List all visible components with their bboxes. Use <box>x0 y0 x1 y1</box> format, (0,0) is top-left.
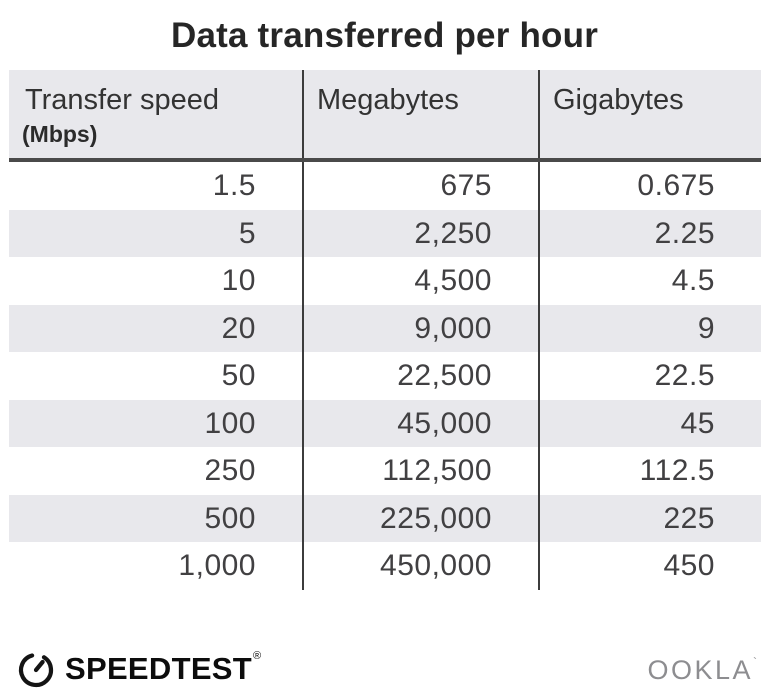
speedtest-logo: SPEEDTEST ® <box>14 647 261 691</box>
speedtest-gauge-icon <box>18 653 54 688</box>
cell-gigabytes: 45 <box>538 399 761 447</box>
ookla-wordmark: OOKLA <box>647 655 753 685</box>
table-row: 500 225,000 225 <box>9 494 761 542</box>
header-gigabytes: Gigabytes <box>538 70 761 158</box>
table-row: 10 4,500 4.5 <box>9 257 761 305</box>
cell-megabytes: 112,500 <box>302 447 538 495</box>
table-row: 20 9,000 9 <box>9 304 761 352</box>
cell-megabytes: 9,000 <box>302 304 538 352</box>
cell-speed: 5 <box>238 216 256 250</box>
table-row: 1.5 675 0.675 <box>9 162 761 210</box>
ookla-logo: OOKLA` <box>647 655 757 686</box>
cell-gigabytes: 0.675 <box>538 162 761 210</box>
cell-megabytes: 45,000 <box>302 399 538 447</box>
page-title: Data transferred per hour <box>170 16 599 55</box>
cell-speed: 10 <box>221 264 256 297</box>
cell-speed: 100 <box>204 406 256 440</box>
header-transfer-speed-unit: (Mbps) <box>22 121 98 147</box>
table-row: 250 112,500 112.5 <box>9 447 761 495</box>
cell-gigabytes: 9 <box>538 304 761 352</box>
cell-megabytes: 450,000 <box>302 542 538 590</box>
cell-megabytes: 225,000 <box>302 494 538 542</box>
table-body: 1.5 675 0.675 5 2,250 2.25 10 4,500 4.5 … <box>9 162 761 590</box>
speedtest-wordmark: SPEEDTEST <box>65 651 253 686</box>
cell-speed: 1.5 <box>212 169 256 202</box>
table-row: 50 22,500 22.5 <box>9 352 761 400</box>
table-row: 5 2,250 2.25 <box>9 209 761 257</box>
data-table: Transfer speed (Mbps) Megabytes Gigabyte… <box>9 70 761 590</box>
cell-gigabytes: 450 <box>538 542 761 590</box>
cell-speed: 20 <box>221 311 256 345</box>
cell-gigabytes: 225 <box>538 494 761 542</box>
table-row: 1,000 450,000 450 <box>9 542 761 590</box>
cell-speed: 250 <box>204 454 256 487</box>
cell-gigabytes: 2.25 <box>538 209 761 257</box>
ookla-trademark-icon: ` <box>753 655 757 669</box>
header-transfer-speed-label: Transfer speed <box>25 84 219 116</box>
cell-megabytes: 2,250 <box>302 209 538 257</box>
table-header-row: Transfer speed (Mbps) Megabytes Gigabyte… <box>9 70 761 162</box>
table-row: 100 45,000 45 <box>9 399 761 447</box>
cell-megabytes: 4,500 <box>302 257 538 305</box>
footer: SPEEDTEST ® OOKLA` <box>0 642 769 698</box>
cell-gigabytes: 22.5 <box>538 352 761 400</box>
cell-gigabytes: 4.5 <box>538 257 761 305</box>
cell-megabytes: 675 <box>302 162 538 210</box>
cell-speed: 1,000 <box>178 549 256 582</box>
cell-gigabytes: 112.5 <box>538 447 761 495</box>
header-transfer-speed: Transfer speed (Mbps) <box>9 70 302 158</box>
cell-speed: 500 <box>204 501 256 535</box>
cell-megabytes: 22,500 <box>302 352 538 400</box>
cell-speed: 50 <box>221 359 256 392</box>
header-megabytes: Megabytes <box>302 70 538 158</box>
registered-trademark-icon: ® <box>253 650 262 662</box>
